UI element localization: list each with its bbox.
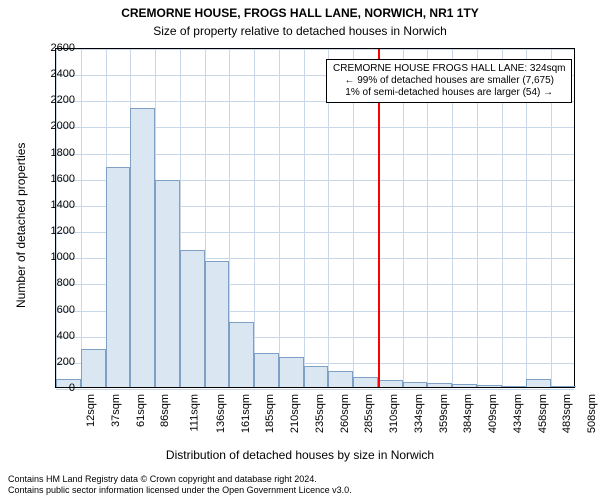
histogram-bar <box>130 108 155 387</box>
x-tick-label: 458sqm <box>537 394 549 433</box>
gridline-vertical <box>279 49 280 387</box>
x-tick-label: 86sqm <box>159 394 171 427</box>
footer-line-2: Contains public sector information licen… <box>8 485 352 496</box>
histogram-bar <box>427 383 452 387</box>
x-tick-label: 285sqm <box>364 394 376 433</box>
gridline-horizontal <box>56 49 574 50</box>
y-tick-label: 1400 <box>35 199 75 211</box>
x-tick-label: 111sqm <box>189 394 201 432</box>
x-tick-label: 434sqm <box>512 394 524 433</box>
histogram-bar <box>205 261 230 387</box>
histogram-bar <box>180 250 205 387</box>
histogram-bar <box>551 386 576 387</box>
histogram-bar <box>229 322 254 387</box>
annotation-line: 1% of semi-detached houses are larger (5… <box>333 87 565 99</box>
x-tick-label: 235sqm <box>314 394 326 433</box>
x-tick-label: 161sqm <box>240 394 252 433</box>
plot-area: CREMORNE HOUSE FROGS HALL LANE: 324sqm← … <box>55 48 575 388</box>
histogram-bar <box>81 349 106 387</box>
x-tick-label: 210sqm <box>289 394 301 433</box>
histogram-bar <box>502 386 527 387</box>
y-tick-label: 200 <box>35 356 75 368</box>
y-tick-label: 800 <box>35 277 75 289</box>
histogram-bar <box>254 353 279 387</box>
histogram-bar <box>155 180 180 387</box>
histogram-bar <box>378 380 403 387</box>
x-tick-label: 409sqm <box>487 394 499 433</box>
x-tick-label: 310sqm <box>388 394 400 433</box>
histogram-bar <box>526 379 551 387</box>
histogram-bar <box>403 382 428 387</box>
gridline-horizontal <box>56 389 574 390</box>
x-tick-label: 508sqm <box>586 394 598 433</box>
histogram-bar <box>477 385 502 387</box>
y-tick-label: 2600 <box>35 42 75 54</box>
histogram-bar <box>106 167 131 387</box>
y-tick-label: 600 <box>35 304 75 316</box>
histogram-bar <box>353 377 378 387</box>
chart-container: CREMORNE HOUSE, FROGS HALL LANE, NORWICH… <box>0 0 600 500</box>
y-tick-label: 400 <box>35 330 75 342</box>
y-axis-label: Number of detached properties <box>14 143 28 308</box>
gridline-vertical <box>254 49 255 387</box>
histogram-bar <box>328 371 353 387</box>
y-tick-label: 1200 <box>35 225 75 237</box>
y-tick-label: 1000 <box>35 251 75 263</box>
x-tick-label: 61sqm <box>135 394 147 427</box>
footer-line-1: Contains HM Land Registry data © Crown c… <box>8 474 352 485</box>
chart-title-main: CREMORNE HOUSE, FROGS HALL LANE, NORWICH… <box>0 6 600 20</box>
histogram-bar <box>279 357 304 387</box>
annotation-line: ← 99% of detached houses are smaller (7,… <box>333 75 565 87</box>
x-axis-label: Distribution of detached houses by size … <box>0 448 600 462</box>
x-tick-label: 359sqm <box>438 394 450 433</box>
x-tick-label: 37sqm <box>110 394 122 427</box>
chart-title-sub: Size of property relative to detached ho… <box>0 24 600 38</box>
x-tick-label: 334sqm <box>413 394 425 433</box>
y-tick-label: 1600 <box>35 173 75 185</box>
annotation-line: CREMORNE HOUSE FROGS HALL LANE: 324sqm <box>333 63 565 75</box>
x-tick-label: 384sqm <box>463 394 475 433</box>
y-tick-label: 2200 <box>35 94 75 106</box>
y-tick-label: 0 <box>35 382 75 394</box>
histogram-bar <box>452 384 477 387</box>
x-tick-label: 483sqm <box>562 394 574 433</box>
y-tick-label: 1800 <box>35 147 75 159</box>
x-tick-label: 260sqm <box>339 394 351 433</box>
x-tick-label: 12sqm <box>85 394 97 427</box>
footer-attribution: Contains HM Land Registry data © Crown c… <box>8 474 352 496</box>
gridline-vertical <box>304 49 305 387</box>
x-tick-label: 136sqm <box>215 394 227 433</box>
x-tick-label: 185sqm <box>264 394 276 433</box>
y-tick-label: 2400 <box>35 68 75 80</box>
histogram-bar <box>304 366 329 387</box>
y-tick-label: 2000 <box>35 120 75 132</box>
annotation-box: CREMORNE HOUSE FROGS HALL LANE: 324sqm← … <box>326 59 572 103</box>
gridline-vertical <box>81 49 82 387</box>
